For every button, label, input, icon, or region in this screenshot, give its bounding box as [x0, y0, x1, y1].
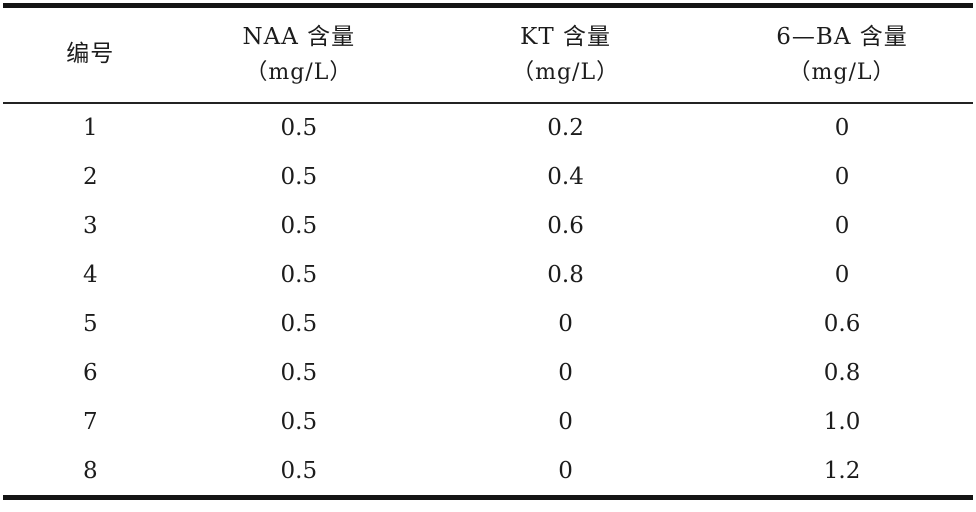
table-row: 4 0.5 0.8 0: [3, 251, 973, 300]
cell-kt: 0: [558, 359, 573, 386]
cell-6ba: 0: [834, 115, 850, 142]
column-header-kt-unit: （mg/L）: [512, 59, 620, 85]
cell-naa: 0.5: [280, 213, 318, 240]
cell-kt: 0: [558, 311, 573, 337]
cell-id: 6: [82, 359, 98, 386]
column-header-naa: NAA 含量 （mg/L）: [178, 20, 421, 90]
cell-6ba: 0.8: [823, 359, 861, 386]
cell-6ba: 0.6: [823, 311, 861, 337]
table-row: 6 0.5 0 0.8: [3, 348, 973, 397]
table-header-row: 编号 NAA 含量 （mg/L） KT 含量 （mg/L） 6—BA 含量 （m…: [3, 8, 973, 104]
cell-6ba: 1.2: [823, 457, 861, 484]
cell-id: 2: [82, 164, 98, 191]
table-row: 2 0.5 0.4 0: [3, 153, 973, 202]
table-body: 1 0.5 0.2 0 2 0.5 0.4 0 3 0.5 0.6 0 4 0.…: [3, 104, 973, 495]
cell-naa: 0.5: [280, 311, 318, 337]
hormone-concentration-table: 编号 NAA 含量 （mg/L） KT 含量 （mg/L） 6—BA 含量 （m…: [3, 3, 973, 501]
cell-kt: 0.4: [547, 164, 584, 191]
table-row: 1 0.5 0.2 0: [3, 104, 973, 153]
cell-naa: 0.5: [280, 408, 318, 435]
column-header-kt-label: KT 含量: [520, 24, 612, 51]
cell-kt: 0.2: [547, 115, 584, 142]
table-row: 8 0.5 0 1.2: [3, 446, 973, 495]
cell-kt: 0.6: [547, 213, 584, 240]
cell-id: 1: [82, 115, 98, 142]
cell-6ba: 0: [834, 213, 850, 240]
cell-naa: 0.5: [280, 262, 318, 289]
column-header-kt: KT 含量 （mg/L）: [420, 20, 711, 90]
column-header-naa-unit: （mg/L）: [245, 59, 353, 85]
table-row: 7 0.5 0 1.0: [3, 397, 973, 446]
column-header-6ba-label: 6—BA 含量: [776, 24, 908, 51]
cell-6ba: 1.0: [823, 408, 861, 435]
cell-naa: 0.5: [280, 359, 318, 386]
table-row: 5 0.5 0 0.6: [3, 300, 973, 349]
column-header-6ba-unit: （mg/L）: [788, 59, 896, 85]
cell-6ba: 0: [834, 164, 850, 191]
column-header-6ba: 6—BA 含量 （mg/L）: [711, 20, 973, 90]
cell-id: 7: [82, 408, 98, 435]
cell-naa: 0.5: [280, 115, 318, 142]
cell-id: 8: [82, 457, 98, 484]
table-row: 3 0.5 0.6 0: [3, 202, 973, 251]
cell-naa: 0.5: [280, 164, 318, 191]
cell-id: 5: [82, 311, 98, 337]
cell-naa: 0.5: [280, 457, 318, 484]
column-header-naa-label: NAA 含量: [242, 24, 356, 51]
column-header-id-label: 编号: [66, 41, 115, 68]
cell-kt: 0.8: [547, 262, 584, 289]
column-header-id: 编号: [3, 37, 178, 73]
cell-kt: 0: [558, 408, 573, 435]
cell-6ba: 0: [834, 262, 850, 289]
cell-id: 3: [82, 213, 98, 240]
cell-id: 4: [82, 262, 98, 289]
cell-kt: 0: [558, 457, 573, 484]
